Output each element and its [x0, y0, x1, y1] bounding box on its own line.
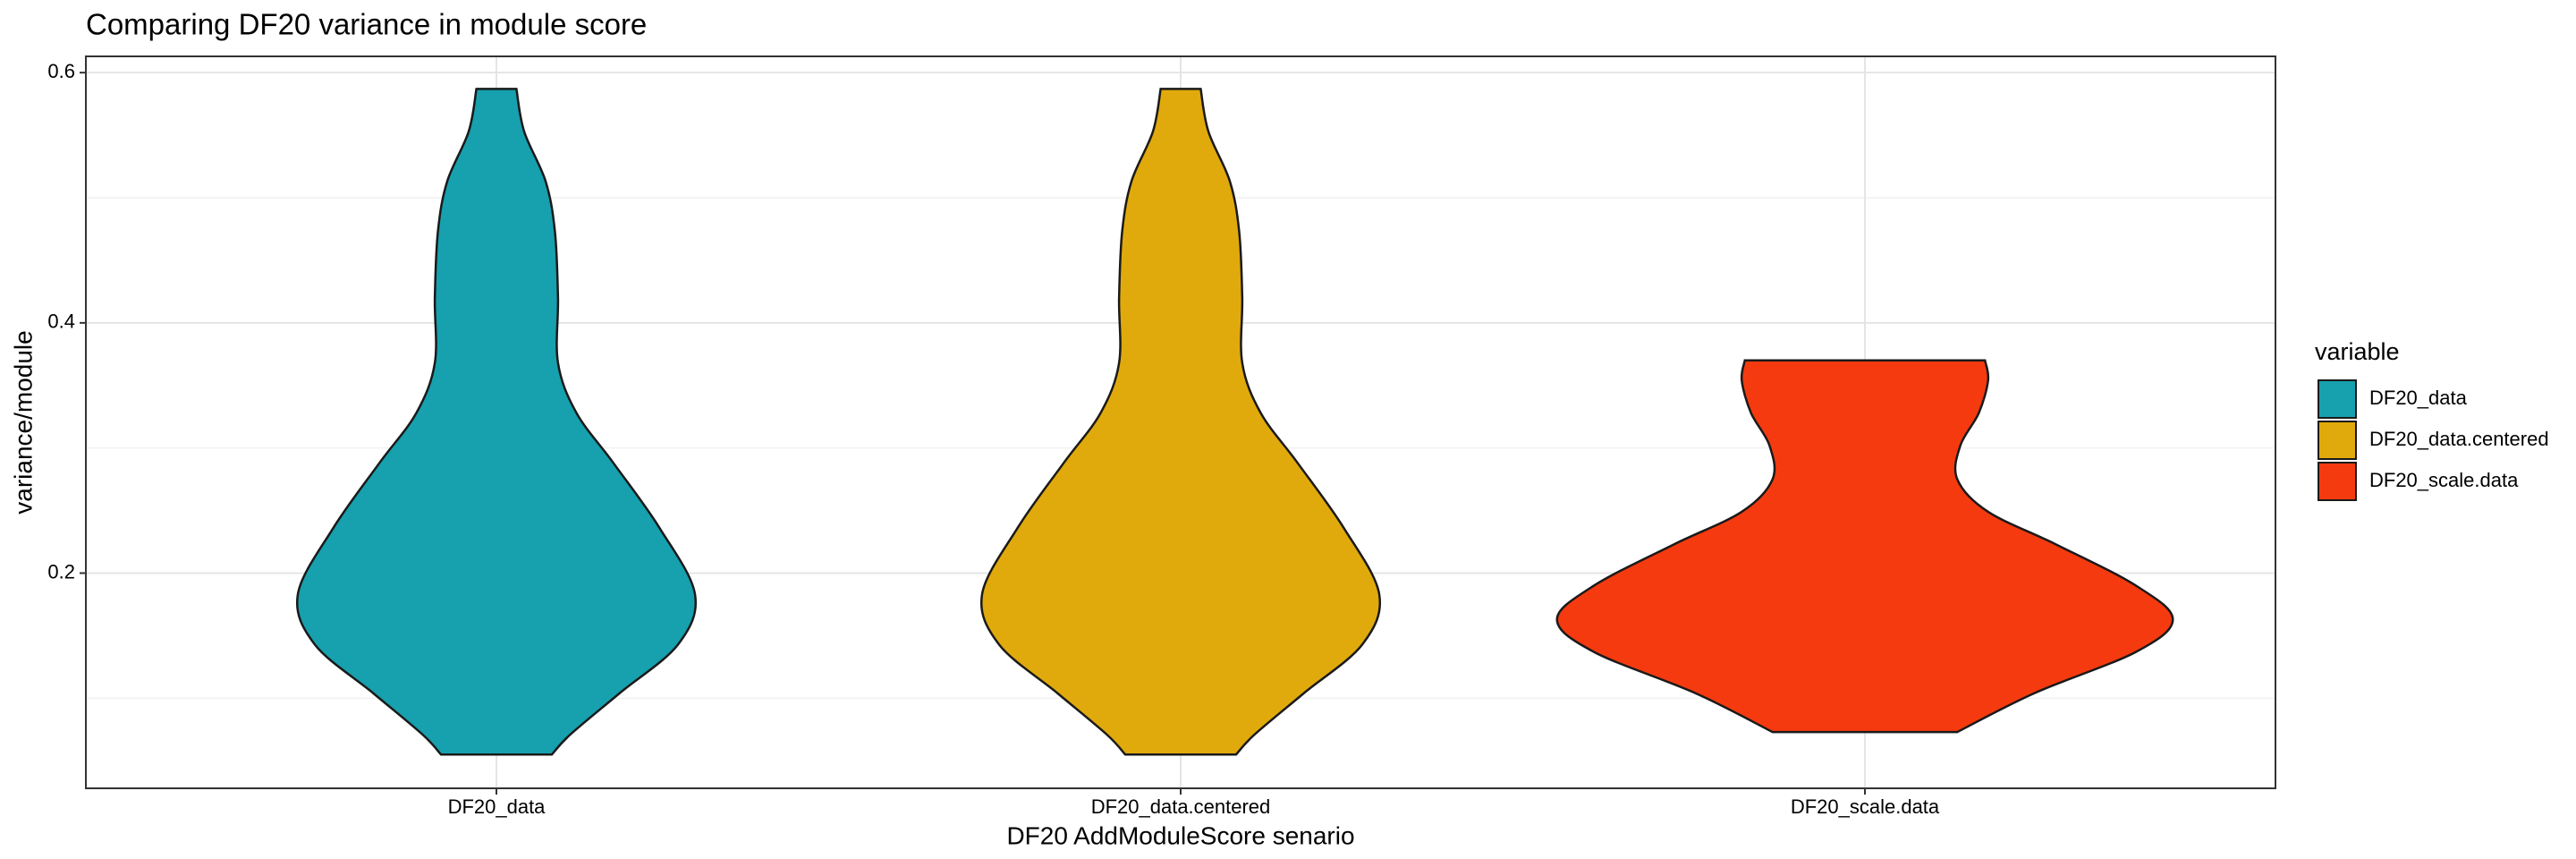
violin	[295, 88, 698, 756]
legend-key	[2318, 462, 2357, 501]
x-axis-title: DF20 AddModuleScore senario	[1006, 821, 1354, 849]
legend-label: DF20_data	[2369, 387, 2468, 409]
x-tick-label: DF20_data	[448, 795, 547, 818]
violin	[979, 88, 1382, 756]
y-tick-label: 0.2	[47, 560, 75, 583]
legend-title: variable	[2315, 338, 2400, 365]
y-tick-label: 0.4	[47, 310, 75, 333]
legend-label: DF20_data.centered	[2369, 428, 2549, 450]
x-tick-label: DF20_scale.data	[1791, 795, 1940, 818]
legend-key	[2318, 379, 2357, 419]
violin	[1555, 359, 2174, 734]
chart-title: Comparing DF20 variance in module score	[86, 8, 647, 41]
y-axis-title: variance/module	[9, 330, 37, 514]
y-tick-label: 0.6	[47, 60, 75, 82]
legend-label: DF20_scale.data	[2369, 469, 2519, 491]
legend-key	[2318, 421, 2357, 460]
x-tick-label: DF20_data.centered	[1091, 795, 1271, 818]
